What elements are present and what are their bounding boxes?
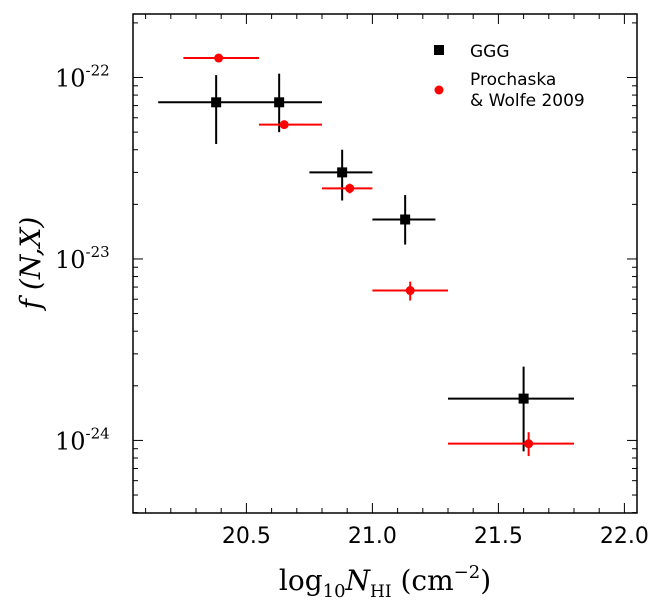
y-tick-label: 10-24 [55,424,110,455]
y-tick-label: 10-23 [55,243,110,274]
data-point-square [274,97,285,108]
plot-frame [132,13,638,514]
legend: GGG Prochaska & Wolfe 2009 [434,42,585,111]
data-point-square [337,167,348,178]
series-prochaska-wolfe [183,53,574,457]
x-tick-label: 21.0 [348,524,397,549]
x-tick-label: 21.5 [474,524,523,549]
y-axis-ticks: 10-24 10-23 10-22 [55,22,637,514]
data-point-circle [214,53,224,63]
y-tick-label: 10-22 [55,62,110,93]
legend-label-prochaska-line2: & Wolfe 2009 [470,91,585,111]
x-axis-label: log10NHI (cm−2) [279,562,491,602]
data-point-circle [524,439,534,449]
legend-marker-ggg [434,45,444,55]
data-point-circle [345,183,355,193]
legend-label-prochaska-line1: Prochaska [470,70,556,90]
x-tick-label: 20.5 [222,524,271,549]
data-point-square [518,393,529,404]
data-point-circle [279,120,289,130]
legend-label-ggg: GGG [470,42,510,62]
data-point-square [400,214,411,225]
data-point-square [211,97,222,108]
series-ggg [158,73,574,452]
data-series [158,53,574,457]
x-tick-label: 22.0 [600,524,649,549]
legend-marker-prochaska [434,85,444,95]
y-axis-label: f (N,X) [14,217,47,312]
x-axis-ticks: 20.5 21.0 21.5 22.0 [145,14,649,549]
data-point-circle [405,286,415,296]
